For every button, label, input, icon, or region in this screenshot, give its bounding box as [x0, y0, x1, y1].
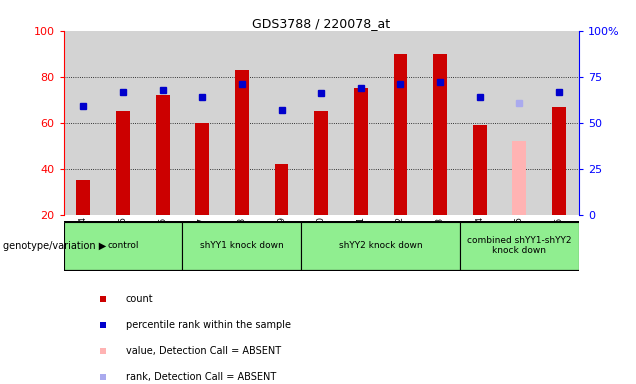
Title: GDS3788 / 220078_at: GDS3788 / 220078_at [252, 17, 391, 30]
Bar [394, 54, 408, 215]
Text: count: count [126, 294, 153, 304]
Text: combined shYY1-shYY2
knock down: combined shYY1-shYY2 knock down [467, 236, 572, 255]
Bar [116, 111, 130, 215]
Bar [314, 111, 328, 215]
Bar [433, 54, 447, 215]
Text: percentile rank within the sample: percentile rank within the sample [126, 320, 291, 330]
Text: shYY1 knock down: shYY1 knock down [200, 241, 284, 250]
Bar [301, 222, 460, 270]
Text: rank, Detection Call = ABSENT: rank, Detection Call = ABSENT [126, 372, 276, 382]
Bar [552, 107, 566, 215]
Bar [156, 95, 170, 215]
Bar [354, 88, 368, 215]
Text: genotype/variation ▶: genotype/variation ▶ [3, 241, 106, 251]
Bar [235, 70, 249, 215]
Bar [195, 123, 209, 215]
Text: shYY2 knock down: shYY2 knock down [339, 241, 422, 250]
Bar [513, 141, 526, 215]
Bar [473, 125, 487, 215]
Bar [460, 222, 579, 270]
Bar [275, 164, 289, 215]
Text: value, Detection Call = ABSENT: value, Detection Call = ABSENT [126, 346, 281, 356]
Text: control: control [107, 241, 139, 250]
Bar [76, 180, 90, 215]
Bar [64, 222, 183, 270]
Bar [183, 222, 301, 270]
